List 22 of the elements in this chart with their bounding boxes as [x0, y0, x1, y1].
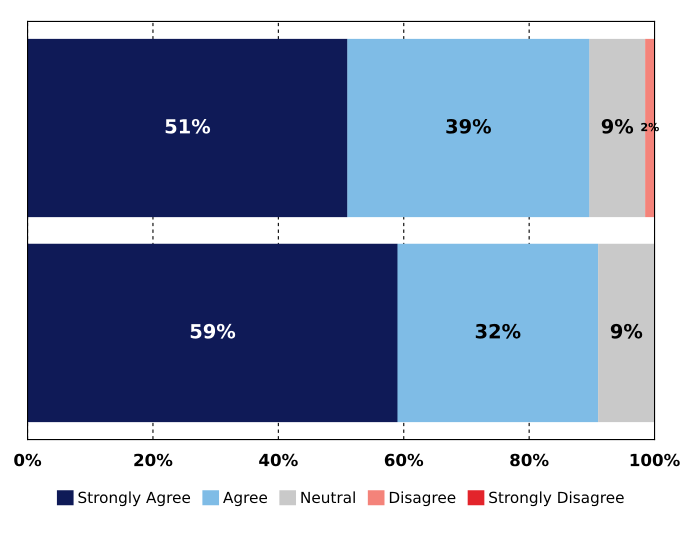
x-tick-label: 100%: [630, 454, 680, 466]
data-label: 39%: [446, 118, 491, 134]
legend-label: Agree: [223, 492, 268, 506]
x-tick-label: 20%: [134, 454, 172, 466]
legend-label: Strongly Disagree: [489, 491, 624, 506]
x-tick-label: 60%: [384, 454, 424, 466]
bar: [397, 244, 598, 422]
legend-label: Neutral: [301, 491, 355, 504]
data-label: 59%: [190, 324, 236, 339]
bar: [28, 244, 398, 422]
x-tick-label: 40%: [259, 454, 298, 466]
legend-label: Strongly Agree: [78, 491, 190, 506]
data-label: 32%: [476, 324, 520, 339]
data-label: 9%: [610, 324, 642, 339]
data-label: 51%: [166, 118, 210, 134]
x-tick-label: 0%: [14, 454, 42, 466]
legend-label: Disagree: [390, 491, 456, 506]
bar: [28, 38, 348, 218]
data-label: 9%: [602, 118, 634, 134]
bar: [598, 244, 655, 422]
x-tick-label: 80%: [510, 454, 549, 466]
bar: [347, 38, 590, 218]
